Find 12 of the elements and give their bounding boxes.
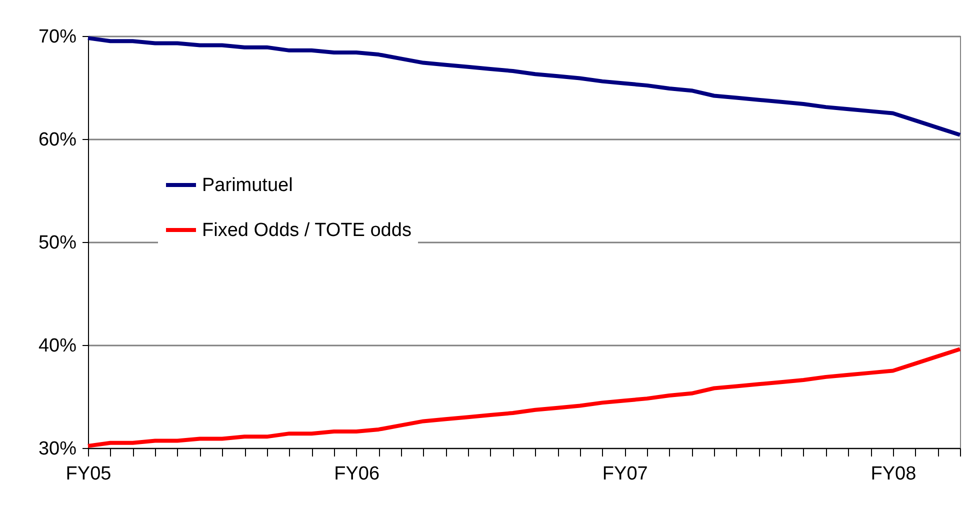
y-tick-label: 60% [38, 130, 77, 150]
legend-label: Fixed Odds / TOTE odds [202, 220, 412, 241]
y-tick-label: 40% [38, 336, 77, 356]
y-tick-label: 50% [38, 232, 77, 254]
y-tick-label: 30% [38, 438, 77, 460]
legend-label: Parimutuel [202, 175, 293, 196]
y-tick-label: 70% [38, 26, 77, 48]
x-tick-label: FY07 [602, 464, 648, 484]
x-tick-label: FY05 [66, 464, 112, 484]
x-tick-label: FY06 [334, 464, 380, 484]
line-series [86, 36, 962, 137]
x-tick-label: FY08 [870, 464, 916, 484]
